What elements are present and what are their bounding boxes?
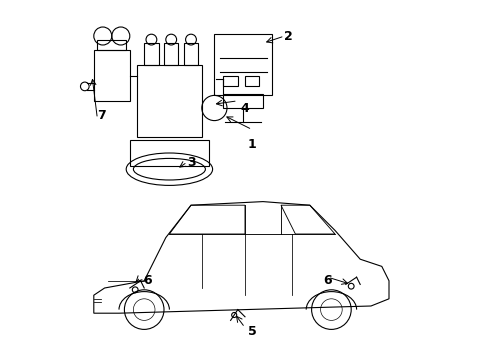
Bar [137, 65, 202, 137]
Bar [130, 140, 209, 166]
Text: 4: 4 [241, 102, 249, 114]
Bar [164, 43, 178, 65]
Bar [144, 43, 159, 65]
Bar [98, 40, 126, 50]
Text: 7: 7 [97, 109, 105, 122]
Text: 6: 6 [144, 274, 152, 287]
Bar [223, 94, 263, 108]
Text: 2: 2 [284, 30, 293, 42]
Text: 3: 3 [187, 156, 196, 168]
Bar [223, 76, 238, 86]
Text: 5: 5 [248, 325, 257, 338]
Text: 6: 6 [323, 274, 332, 287]
Bar [94, 50, 130, 101]
Bar [184, 43, 198, 65]
Bar [245, 76, 259, 86]
Text: 1: 1 [248, 138, 257, 150]
